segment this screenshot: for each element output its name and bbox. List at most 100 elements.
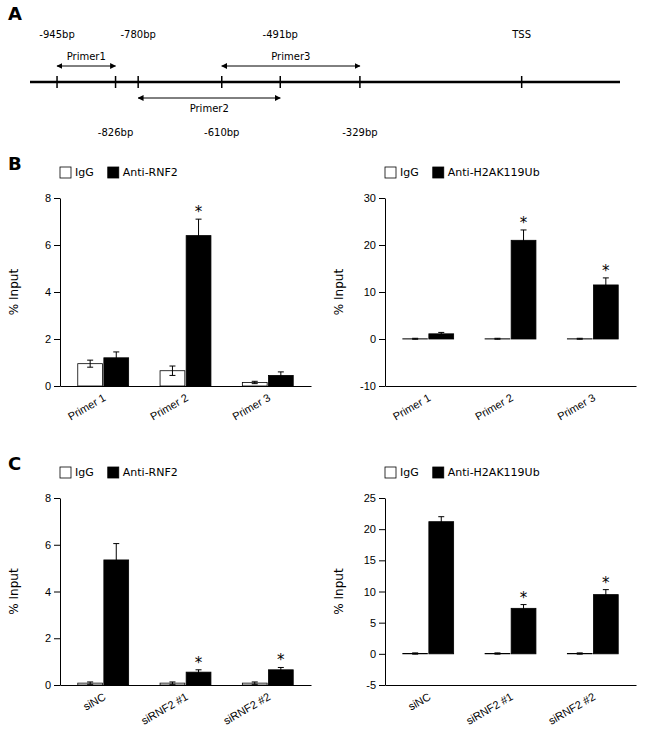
x-tick: siRNF2 #2	[221, 685, 272, 727]
panel-title: C	[8, 453, 21, 474]
significance-mark: *	[520, 214, 528, 232]
site-label: -780bp	[120, 29, 155, 40]
bar	[511, 608, 536, 654]
legend-label: Anti-H2AK119Ub	[448, 166, 540, 179]
site-tick	[115, 76, 117, 88]
series	[104, 219, 293, 386]
error-cap	[521, 250, 527, 251]
error-cap	[521, 612, 527, 613]
error-cap	[169, 684, 175, 685]
bar	[429, 522, 454, 654]
bar	[104, 560, 129, 685]
diagram: A-945bp-826bp-780bp-610bp-491bp-329bpTSS…	[8, 3, 620, 138]
legend-swatch	[385, 167, 396, 178]
axis-domain	[385, 499, 386, 686]
y-tick: 8	[45, 492, 60, 504]
primer-span	[138, 98, 280, 99]
tick-label: 2	[45, 632, 51, 644]
tick-mark	[54, 386, 60, 387]
error-bar	[113, 352, 119, 364]
bar	[593, 285, 618, 339]
error-bar	[521, 230, 527, 251]
y-axis-title: % Input	[332, 269, 346, 316]
tick-label: siRNF2 #1	[464, 690, 515, 726]
x-tick: siNC	[81, 685, 108, 713]
error-cap	[113, 576, 119, 577]
y-tick: 0	[370, 648, 385, 660]
site-tick	[521, 76, 523, 88]
error-cap	[412, 654, 418, 655]
error-cap	[438, 332, 444, 333]
legend-item: IgG	[385, 166, 419, 179]
legend-item: IgG	[385, 466, 419, 479]
tick-mark	[379, 623, 385, 624]
error-cap	[87, 367, 93, 368]
legend-label: Anti-H2AK119Ub	[448, 466, 540, 479]
primer-label: Primer1	[67, 51, 106, 62]
error-bar	[494, 338, 500, 340]
x-tick: siRNF2 #1	[139, 685, 190, 727]
y-axis-title: % Input	[332, 568, 346, 615]
error-bar	[494, 653, 500, 654]
site-tick	[359, 76, 361, 88]
bar	[511, 240, 536, 339]
tick-mark	[379, 245, 385, 246]
error-bar	[87, 682, 93, 684]
legend: IgGAnti-RNF2	[60, 166, 178, 179]
error-cap	[603, 292, 609, 293]
x-tick: siRNF2 #2	[546, 685, 597, 727]
error-cap	[252, 681, 258, 682]
site-tick	[221, 76, 223, 88]
error-stem	[605, 278, 606, 292]
error-cap	[252, 381, 258, 382]
tick-mark	[54, 339, 60, 340]
bar	[268, 670, 293, 685]
tick-label: siRNF2 #1	[139, 690, 190, 726]
error-bar	[278, 372, 284, 379]
significance-mark: *	[195, 654, 203, 672]
bar	[186, 236, 211, 386]
bar-chart: -50510152025siNCsiRNF2 #1siRNF2 #2**% In…	[332, 466, 637, 727]
tick-label: -10	[360, 380, 376, 392]
legend-item: Anti-H2AK119Ub	[433, 466, 540, 479]
error-bar	[603, 278, 609, 292]
y-tick: 8	[45, 192, 60, 204]
legend: IgGAnti-RNF2	[60, 466, 178, 479]
error-bar	[252, 381, 258, 383]
tick-label: 15	[364, 554, 376, 566]
error-bar	[577, 653, 583, 654]
error-cap	[278, 378, 284, 379]
site-tick	[56, 76, 58, 88]
y-tick: -10	[360, 380, 385, 392]
y-axis: -50510152025	[364, 492, 386, 691]
plot-area: 02468siNCsiRNF2 #1siRNF2 #2**	[45, 492, 312, 727]
series	[429, 230, 618, 339]
error-cap	[494, 652, 500, 653]
bar	[403, 338, 428, 339]
error-cap	[113, 543, 119, 544]
tick-label: 4	[45, 586, 51, 598]
error-stem	[116, 544, 117, 577]
tick-label: Primer 2	[473, 391, 515, 422]
y-tick: 20	[364, 239, 385, 251]
legend-label: IgG	[400, 166, 419, 179]
plot-area: -100102030Primer 1Primer 2Primer 3**	[360, 192, 636, 422]
bar-chart: C02468siNCsiRNF2 #1siRNF2 #2**% InputIgG…	[7, 453, 312, 727]
marks	[403, 517, 618, 654]
y-tick: 0	[370, 333, 385, 345]
error-stem	[116, 352, 117, 364]
tick-mark	[379, 386, 385, 387]
tick-mark	[379, 498, 385, 499]
x-axis: Primer 1Primer 2Primer 3	[61, 386, 312, 422]
axis-domain	[386, 386, 637, 387]
tick-label: 5	[370, 617, 376, 629]
tick-mark	[379, 292, 385, 293]
x-axis: Primer 1Primer 2Primer 3	[386, 386, 637, 422]
plot-area: -50510152025siNCsiRNF2 #1siRNF2 #2**	[364, 492, 637, 727]
error-bar	[113, 544, 119, 577]
tick-mark	[54, 245, 60, 246]
y-axis: 02468	[45, 492, 61, 691]
tick-mark	[379, 198, 385, 199]
legend: IgG Anti-H2AK119Ub	[385, 166, 540, 179]
significance-mark: *	[520, 589, 528, 607]
